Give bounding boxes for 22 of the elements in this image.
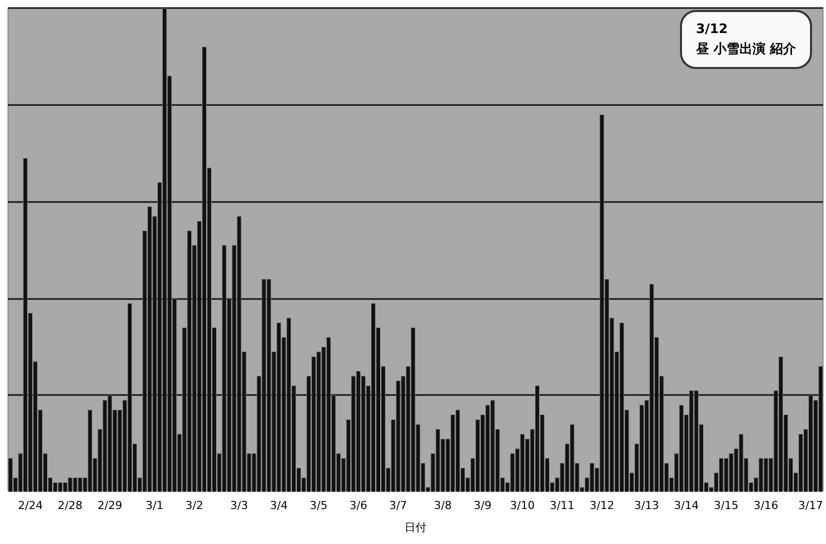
x-tick-label: 3/2 — [186, 499, 204, 512]
x-tick-label: 3/11 — [550, 499, 575, 512]
x-axis-title: 日付 — [404, 521, 427, 534]
x-tick-label: 3/3 — [230, 499, 248, 512]
x-tick-label: 2/24 — [18, 499, 43, 512]
x-tick-label: 3/9 — [474, 499, 492, 512]
x-tick-label: 3/1 — [146, 499, 164, 512]
x-tick-label: 3/4 — [270, 499, 288, 512]
x-tick-label: 3/14 — [674, 499, 699, 512]
x-tick-label: 3/8 — [434, 499, 452, 512]
x-tick-label: 2/28 — [58, 499, 82, 512]
x-tick-label: 3/10 — [510, 499, 535, 512]
x-tick-label: 3/17 — [798, 499, 824, 512]
x-tick-label: 3/7 — [389, 499, 407, 512]
speech-bubble: 3/12 昼 小雪出演 紹介 — [680, 10, 812, 69]
x-tick-label: 3/15 — [714, 499, 739, 512]
x-tick-label: 3/16 — [754, 499, 778, 512]
x-tick-label: 3/5 — [310, 499, 328, 512]
x-tick-label: 3/13 — [634, 499, 659, 512]
x-tick-label: 3/12 — [590, 499, 614, 512]
x-tick-label: 2/29 — [98, 499, 122, 512]
x-tick-label: 3/6 — [350, 499, 368, 512]
